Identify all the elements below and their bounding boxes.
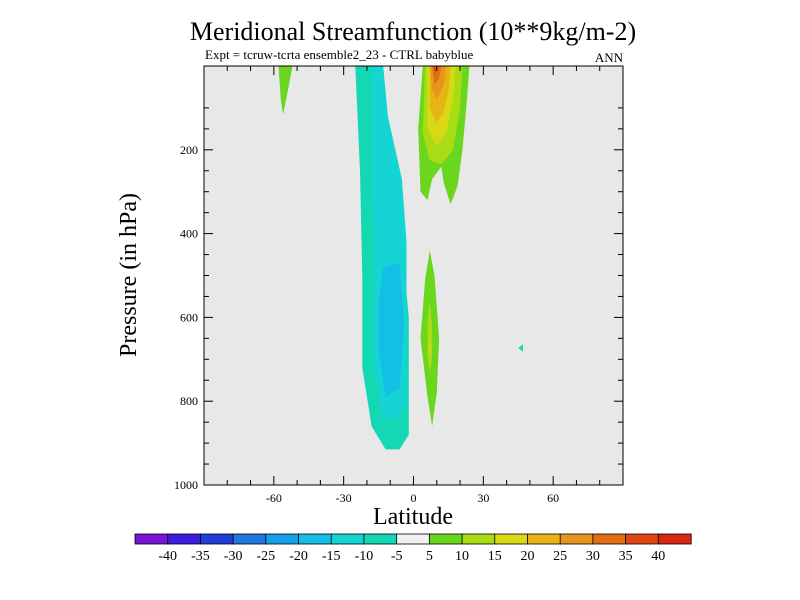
x-axis-title: Latitude: [373, 504, 453, 530]
contour-negative-cell-core: [378, 262, 405, 397]
colorbar-level-label: 10: [455, 549, 469, 564]
y-axis-tick-labels: 200 400 600 800 1000: [174, 143, 198, 492]
colorbar-level-label: 15: [488, 549, 502, 564]
colorbar-swatch: [461, 533, 496, 545]
colorbar-level-label: 35: [619, 549, 633, 564]
colorbar-swatch: [232, 533, 267, 545]
x-tick-label: 0: [411, 491, 417, 505]
colorbar-swatch: [134, 533, 169, 545]
colorbar-level-label: -35: [191, 549, 210, 564]
colorbar-swatch: [625, 533, 659, 545]
chart-title: Meridional Streamfunction (10**9kg/m-2): [190, 17, 636, 46]
colorbar: [134, 533, 692, 545]
y-tick-label: 800: [180, 394, 198, 408]
colorbar-swatch: [330, 533, 365, 545]
contour-lower-positive-core: [428, 334, 431, 360]
colorbar-swatch: [200, 533, 234, 545]
y-tick-label: 400: [180, 227, 198, 241]
colorbar-swatch: [428, 533, 463, 545]
colorbar-swatch: [592, 533, 627, 545]
chart-subtitle-experiment: Expt = tcruw-tcrta ensemble2_23 - CTRL b…: [205, 47, 473, 62]
colorbar-swatch: [363, 533, 398, 545]
colorbar-level-label: 20: [520, 549, 534, 564]
x-axis-tick-labels: -60 -30 0 30 60: [266, 491, 559, 505]
colorbar-level-label: 25: [553, 549, 567, 564]
chart-subtitle-season: ANN: [595, 50, 624, 65]
x-tick-label: 30: [477, 491, 489, 505]
x-tick-label: 60: [547, 491, 559, 505]
colorbar-swatch: [298, 533, 332, 545]
y-axis-title: Pressure (in hPa): [116, 193, 142, 357]
contour-northern-negative-speck: [518, 344, 523, 352]
colorbar-level-label: -40: [158, 549, 177, 564]
plot-background: [204, 66, 623, 485]
axis-ticks: [204, 66, 623, 485]
colorbar-level-label: -15: [322, 549, 341, 564]
colorbar-swatch: [265, 533, 300, 545]
colorbar-level-label: -20: [289, 549, 308, 564]
plot-area: [203, 65, 624, 486]
colorbar-swatch: [396, 533, 430, 545]
colorbar-swatch: [559, 533, 594, 545]
colorbar-level-label: 5: [426, 549, 433, 564]
colorbar-swatch: [167, 533, 202, 545]
x-tick-label: -60: [266, 491, 282, 505]
colorbar-level-label: -30: [224, 549, 243, 564]
colorbar-swatch: [527, 533, 561, 545]
colorbar-level-label: -5: [391, 549, 403, 564]
colorbar-level-label: 40: [651, 549, 665, 564]
contour-southern-positive-lobe: [278, 66, 293, 115]
colorbar-level-label: -25: [256, 549, 275, 564]
colorbar-labels: -40 -35 -30 -25 -20 -15 -10 -5 5 10 15 20 25 30 35 40: [158, 549, 665, 564]
colorbar-swatch: [657, 533, 692, 545]
colorbar-level-label: -10: [355, 549, 374, 564]
y-tick-label: 600: [180, 310, 198, 324]
contour-layer: [278, 66, 523, 450]
y-tick-label: 1000: [174, 478, 198, 492]
colorbar-level-label: 30: [586, 549, 600, 564]
y-tick-label: 200: [180, 143, 198, 157]
colorbar-swatch: [494, 533, 529, 545]
contour-positive-cell-6: [432, 66, 442, 85]
x-tick-label: -30: [336, 491, 352, 505]
